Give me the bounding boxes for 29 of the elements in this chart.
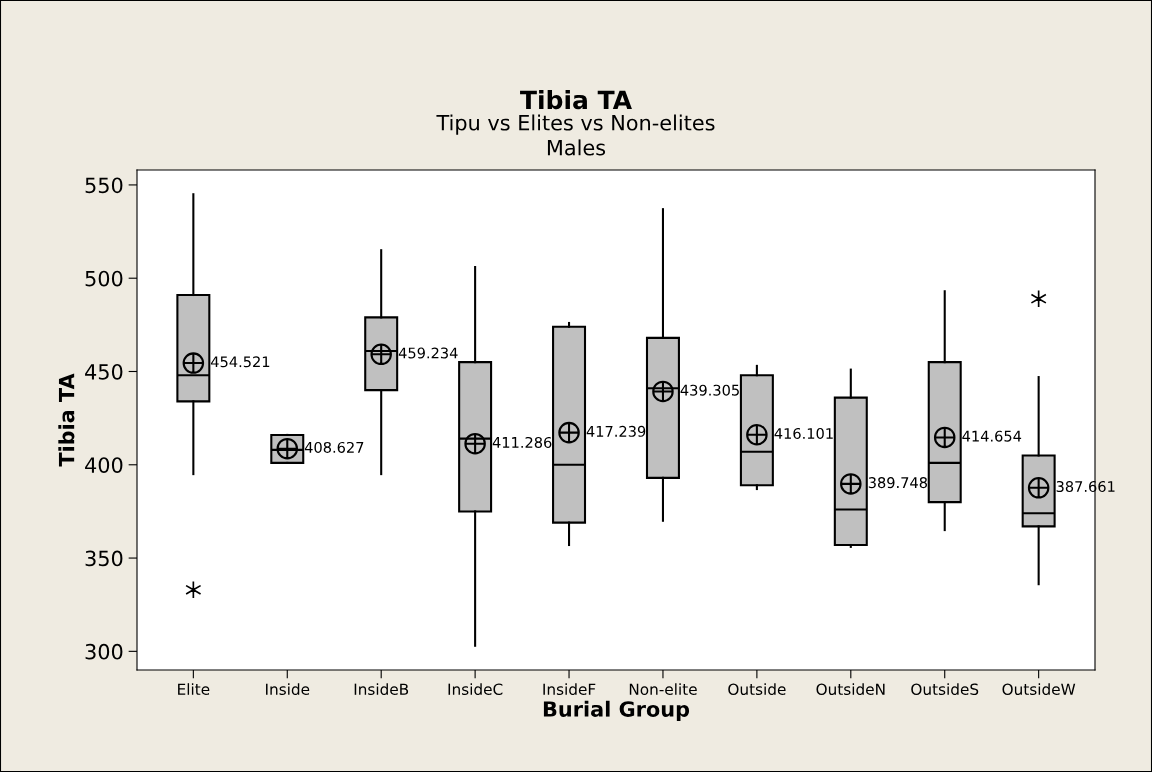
y-tick-label: 400 (85, 457, 123, 473)
chart-subtitle: Tipu vs Elites vs Non-elites Males (436, 114, 715, 156)
y-tick-label: 500 (85, 270, 123, 287)
y-tick-label: 350 (85, 550, 123, 567)
x-tick-label: OutsideS (911, 683, 979, 696)
x-tick-label: Outside (728, 683, 786, 696)
annotation: 454.521 (210, 356, 270, 368)
y-axis-title: Tibia TA (58, 373, 75, 467)
annotation: 408.627 (304, 441, 364, 453)
annotation: 416.101 (774, 427, 833, 439)
x-tick-label: OutsideN (816, 683, 885, 696)
x-tick-label: OutsideW (1002, 683, 1076, 696)
annotation: 411.286 (492, 436, 552, 448)
y-tick-label: 550 (85, 177, 123, 194)
x-tick-label: InsideF (543, 683, 596, 696)
x-tick-label: Inside (266, 683, 310, 696)
x-tick-label: InsideC (448, 683, 503, 696)
x-axis-title: Burial Group (543, 700, 690, 721)
x-tick-label: Elite (178, 683, 210, 696)
annotation: 414.654 (962, 430, 1022, 442)
annotation: 389.748 (868, 477, 928, 489)
annotation: 439.305 (680, 384, 739, 396)
y-tick-label: 300 (85, 643, 123, 660)
chart-title: Tibia TA (520, 89, 632, 110)
annotation: 459.234 (398, 347, 458, 359)
x-tick-label: Non-elite (629, 683, 697, 696)
y-tick-label: 450 (85, 363, 123, 380)
x-tick-label: InsideB (354, 683, 409, 696)
annotation: 417.239 (586, 425, 646, 437)
